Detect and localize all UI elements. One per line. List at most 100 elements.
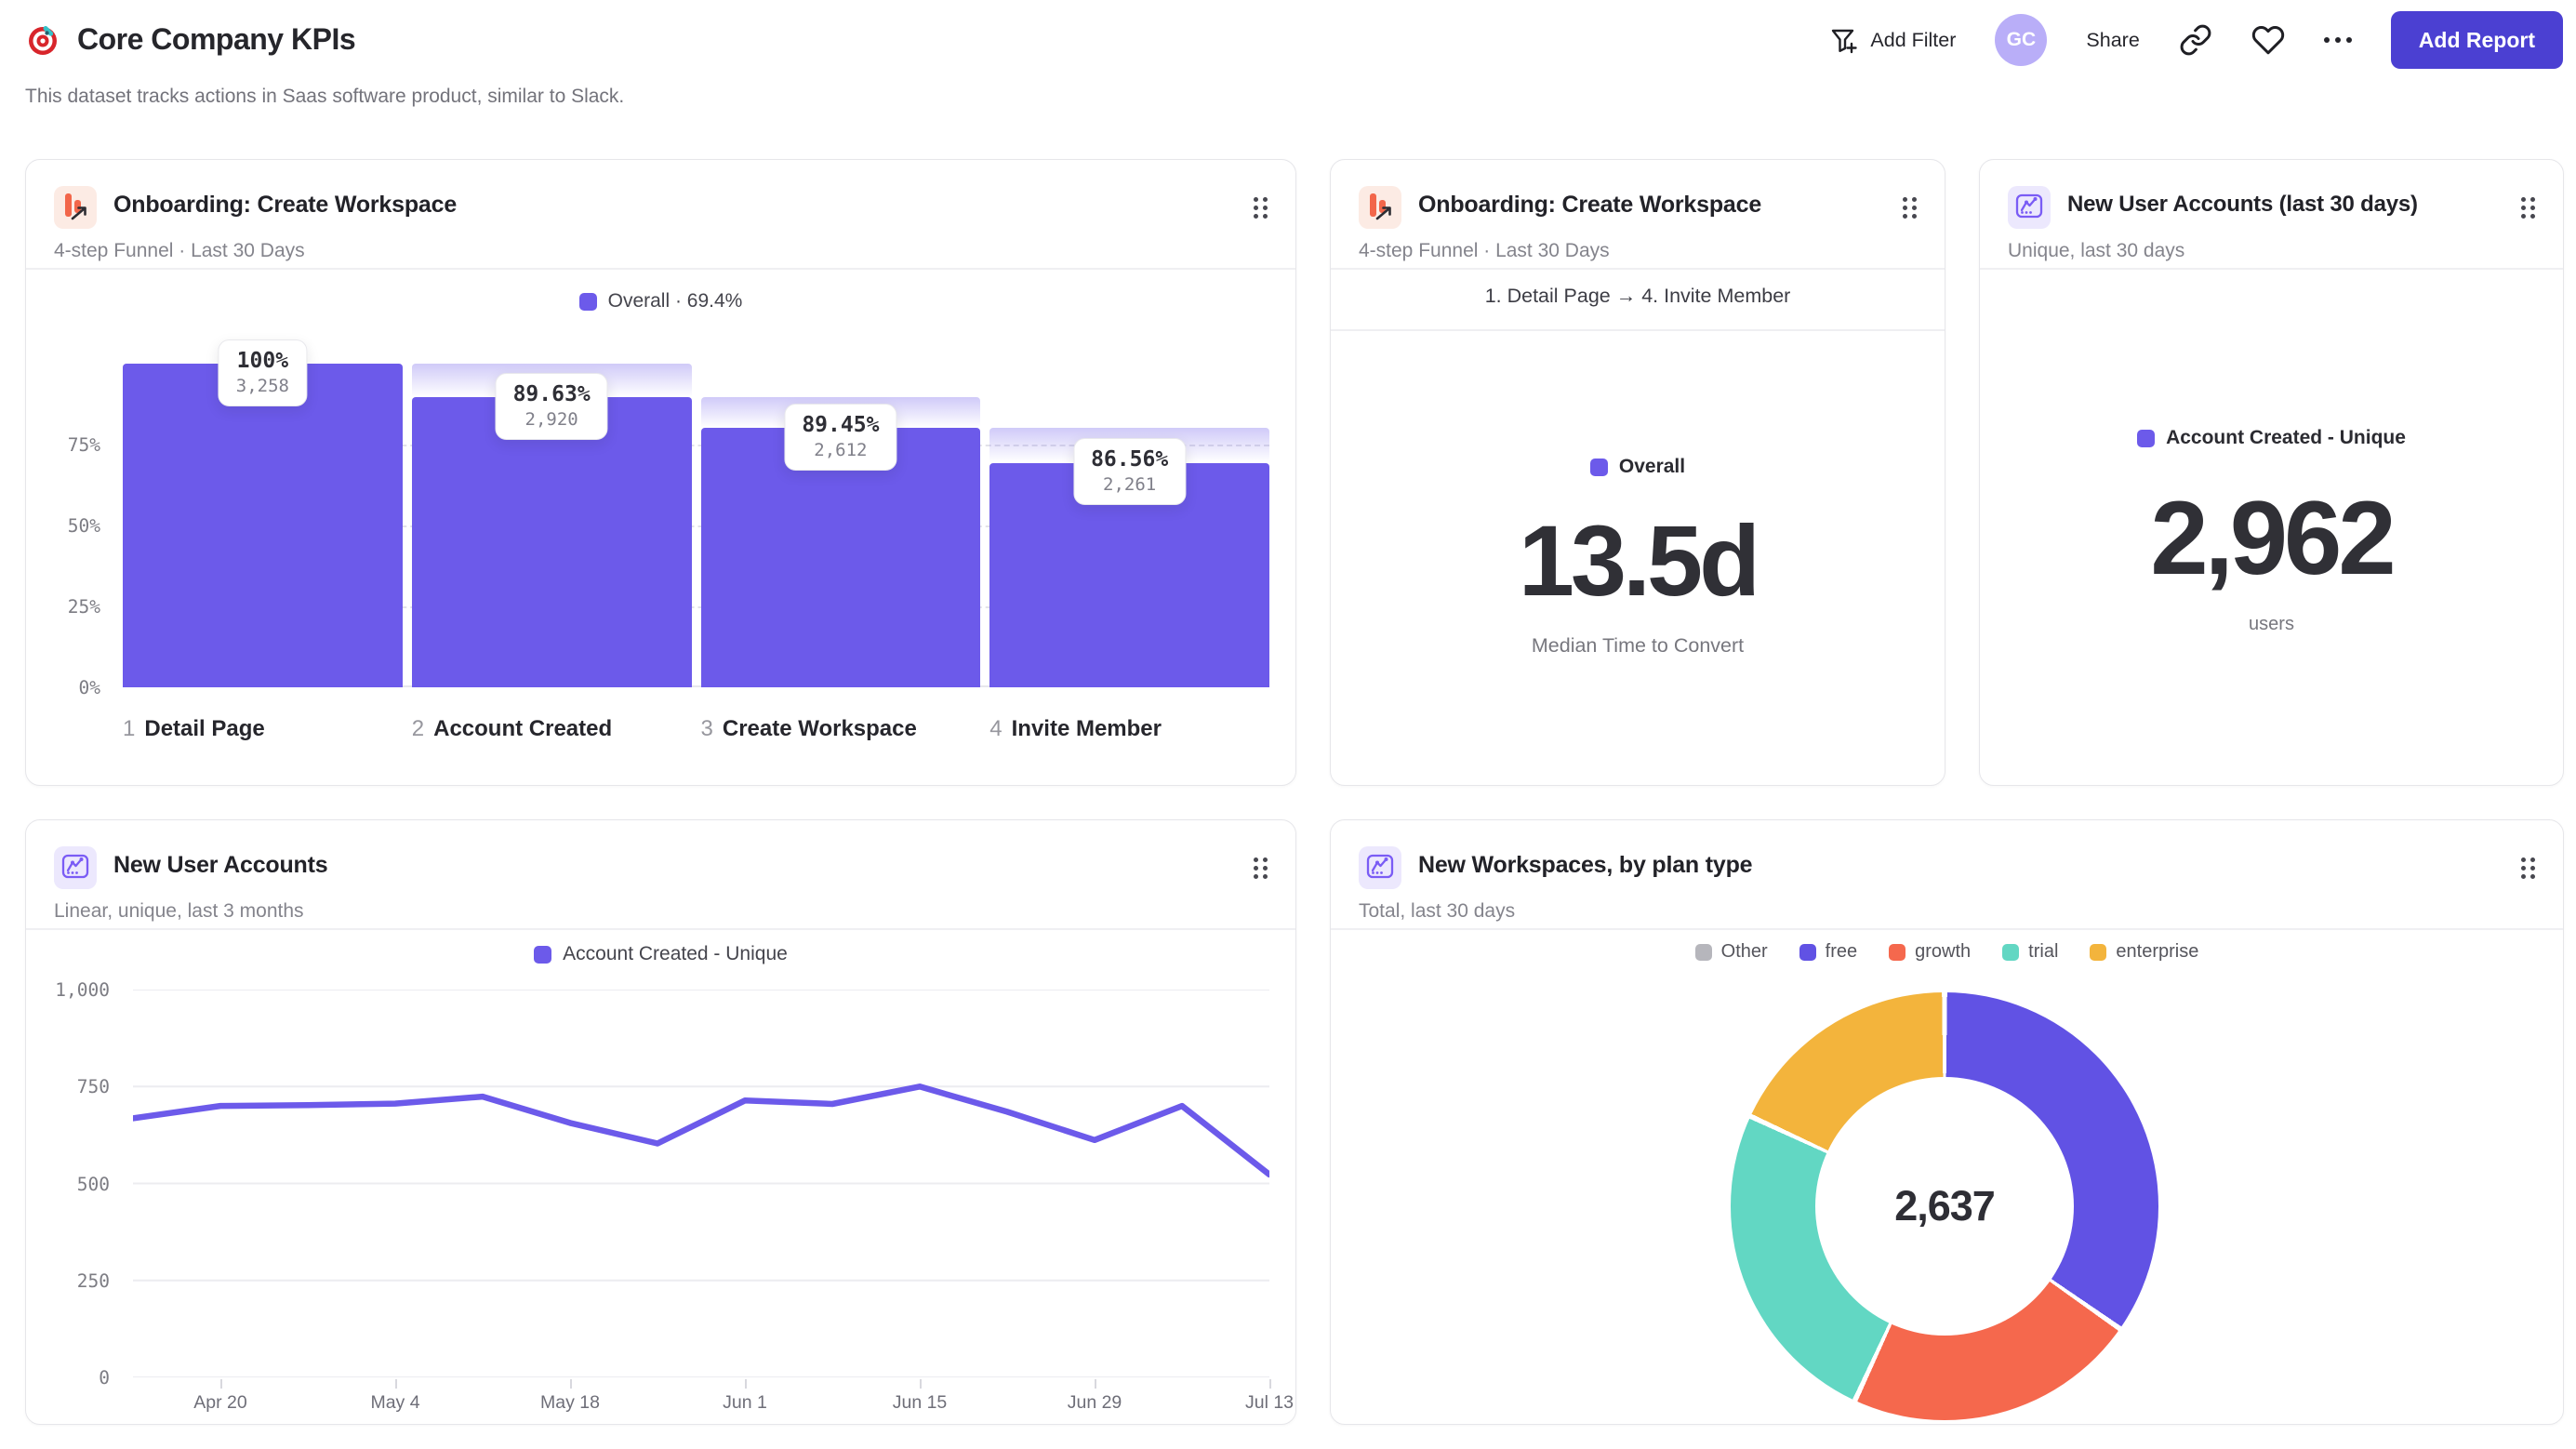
line-plot-area[interactable] bbox=[129, 989, 1273, 1378]
metric-value: 2,962 bbox=[2150, 480, 2396, 596]
legend-swatch bbox=[2090, 943, 2107, 961]
funnel-gridline bbox=[123, 525, 1269, 527]
card-new-user-accounts-metric: New User Accounts (last 30 days) Unique,… bbox=[1979, 159, 2564, 786]
line-x-tick bbox=[920, 1379, 922, 1389]
add-report-button[interactable]: Add Report bbox=[2390, 11, 2563, 69]
filter-plus-icon bbox=[1832, 29, 1858, 54]
donut-total-value: 2,637 bbox=[1894, 1182, 1996, 1230]
legend-swatch bbox=[1889, 943, 1906, 961]
legend-swatch bbox=[2002, 943, 2020, 961]
funnel-chart-icon bbox=[54, 186, 97, 229]
metric-value: 13.5d bbox=[1518, 504, 1760, 617]
legend-label: free bbox=[1825, 941, 1858, 962]
divider bbox=[26, 928, 1295, 930]
line-x-tick-label: May 4 bbox=[370, 1392, 420, 1413]
drag-handle-icon[interactable] bbox=[1254, 197, 1268, 219]
share-button[interactable]: Share bbox=[2086, 29, 2139, 52]
card-subtitle: 4-step Funnel · Last 30 Days bbox=[54, 240, 305, 261]
drag-handle-icon[interactable] bbox=[2521, 857, 2535, 879]
donut-hole: 2,637 bbox=[1815, 1077, 2074, 1336]
avatar[interactable]: GC bbox=[1995, 14, 2048, 66]
legend-label: Other bbox=[1720, 941, 1768, 962]
legend-swatch bbox=[1694, 943, 1712, 961]
drag-handle-icon[interactable] bbox=[1254, 857, 1268, 879]
line-chart-svg[interactable] bbox=[129, 989, 1273, 1378]
funnel-bar[interactable] bbox=[411, 397, 692, 687]
insights-chart-icon bbox=[54, 846, 97, 889]
funnel-plot-area[interactable]: 100% 3,258 89.63% 2,920 89.45% 2,612 86.56% 2,2… bbox=[123, 339, 1269, 687]
funnel-y-tick-label: 75% bbox=[67, 434, 100, 456]
add-filter-button[interactable]: Add Filter bbox=[1829, 25, 1956, 55]
donut-legend-item-growth[interactable]: growth bbox=[1889, 941, 1971, 963]
funnel-pct-label: 100% bbox=[236, 349, 289, 373]
copy-link-button[interactable] bbox=[2179, 23, 2212, 57]
line-x-tick bbox=[745, 1379, 747, 1389]
line-y-tick-label: 250 bbox=[76, 1270, 110, 1292]
legend-swatch bbox=[2137, 429, 2156, 447]
funnel-chart-icon bbox=[1359, 186, 1401, 229]
funnel-y-tick-label: 0% bbox=[78, 677, 100, 698]
funnel-count-label: 2,920 bbox=[524, 409, 578, 431]
favorite-button[interactable] bbox=[2251, 23, 2285, 57]
share-label: Share bbox=[2086, 28, 2140, 51]
card-title: Onboarding: Create Workspace bbox=[1418, 192, 1762, 218]
donut-legend-item-enterprise[interactable]: enterprise bbox=[2090, 941, 2198, 963]
funnel-bar-tooltip: 89.63% 2,920 bbox=[495, 373, 608, 441]
legend-label: Account Created - Unique bbox=[563, 943, 788, 964]
donut-legend-item-free[interactable]: free bbox=[1799, 941, 1857, 963]
line-legend[interactable]: Account Created - Unique bbox=[26, 943, 1295, 965]
heart-icon bbox=[2251, 26, 2284, 55]
donut-legend: Other free growth trial enterprise bbox=[1331, 941, 2563, 963]
metric-legend[interactable]: Overall bbox=[1331, 456, 1945, 478]
card-new-user-accounts-trend: New User Accounts Linear, unique, last 3… bbox=[25, 819, 1296, 1425]
funnel-count-label: 3,258 bbox=[235, 376, 289, 396]
line-x-tick-label: May 18 bbox=[540, 1392, 600, 1413]
funnel-count-label: 2,261 bbox=[1103, 474, 1157, 496]
line-x-tick bbox=[1095, 1379, 1096, 1389]
funnel-gridline bbox=[123, 445, 1269, 446]
legend-swatch bbox=[1589, 458, 1608, 476]
funnel-count-label: 2,612 bbox=[814, 440, 868, 460]
funnel-step-label: 2 Account Created bbox=[411, 716, 613, 741]
board-header: Core Company KPIs bbox=[25, 20, 356, 58]
page-title: Core Company KPIs bbox=[77, 21, 356, 56]
funnel-bar-tooltip: 89.45% 2,612 bbox=[784, 404, 897, 471]
funnel-step-label: 3 Create Workspace bbox=[700, 716, 917, 741]
funnel-pct-label: 89.45% bbox=[802, 413, 880, 437]
metric-legend[interactable]: Account Created - Unique bbox=[1980, 427, 2563, 449]
funnel-step-label: 4 Invite Member bbox=[989, 716, 1162, 741]
funnel-range-label: 1. Detail Page → 4. Invite Member bbox=[1484, 285, 1791, 307]
drag-handle-icon[interactable] bbox=[1903, 197, 1917, 219]
legend-swatch bbox=[1799, 943, 1816, 961]
legend-label: Overall · 69.4% bbox=[607, 290, 743, 312]
line-x-tick-label: Jul 13 bbox=[1244, 1392, 1295, 1413]
funnel-bar[interactable] bbox=[123, 364, 403, 687]
funnel-bar[interactable] bbox=[700, 428, 981, 687]
legend-swatch bbox=[578, 292, 597, 311]
funnel-step-label: 1 Detail Page bbox=[123, 716, 265, 741]
more-menu-button[interactable] bbox=[2323, 37, 2352, 43]
card-subtitle: Unique, last 30 days bbox=[2008, 240, 2185, 261]
funnel-pct-label: 89.63% bbox=[512, 382, 591, 407]
donut-chart[interactable]: 2,637 bbox=[1731, 992, 2158, 1420]
legend-label: growth bbox=[1915, 941, 1972, 962]
funnel-y-tick-label: 25% bbox=[67, 596, 100, 618]
card-new-workspaces-by-plan: New Workspaces, by plan type Total, last… bbox=[1330, 819, 2564, 1425]
metric-caption: users bbox=[2249, 614, 2294, 634]
legend-swatch bbox=[534, 945, 552, 964]
divider bbox=[26, 268, 1295, 270]
funnel-y-axis: 75% 50% 25% 0% bbox=[26, 364, 110, 698]
legend-label: enterprise bbox=[2116, 941, 2199, 962]
card-title: New User Accounts bbox=[113, 852, 328, 878]
page-subtitle: This dataset tracks actions in Saas soft… bbox=[25, 86, 625, 107]
line-x-tick bbox=[220, 1379, 222, 1389]
funnel-bar-tooltip: 100% 3,258 bbox=[218, 339, 307, 406]
funnel-legend[interactable]: Overall · 69.4% bbox=[26, 290, 1295, 312]
header-actions: Add Filter GC Share Add Report bbox=[1829, 9, 2563, 71]
drag-handle-icon[interactable] bbox=[2521, 197, 2535, 219]
legend-label: Overall bbox=[1618, 456, 1686, 477]
funnel-y-tick-label: 50% bbox=[67, 515, 100, 537]
funnel-bar-tooltip: 86.56% 2,261 bbox=[1073, 438, 1187, 506]
donut-legend-item-other[interactable]: Other bbox=[1694, 941, 1768, 963]
donut-legend-item-trial[interactable]: trial bbox=[2002, 941, 2058, 963]
